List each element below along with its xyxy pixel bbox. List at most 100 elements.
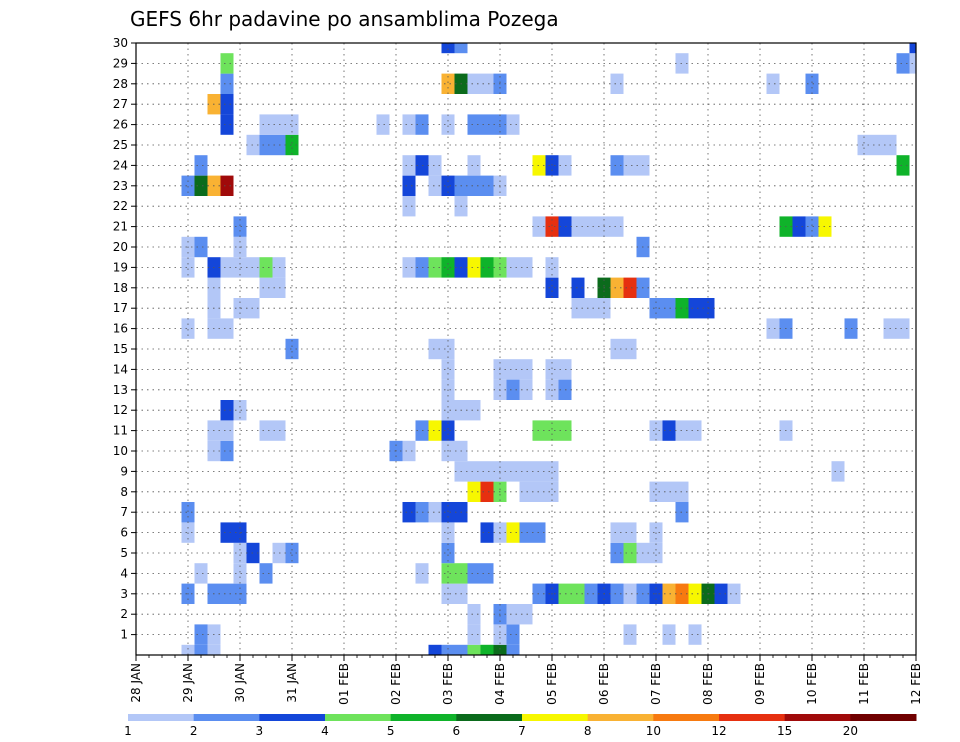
x-tick-label: 01 FEB xyxy=(337,663,351,705)
legend-label: 6 xyxy=(453,724,461,738)
legend-label: 2 xyxy=(190,724,198,738)
heatmap-cell xyxy=(623,277,637,298)
heatmap-cell xyxy=(688,298,702,319)
heatmap-cell xyxy=(467,257,481,278)
heatmap-cell xyxy=(545,359,559,380)
heatmap-cell xyxy=(519,359,533,380)
heatmap-cell xyxy=(259,114,273,135)
heatmap-cell xyxy=(506,114,520,135)
legend-color-swatch xyxy=(128,714,195,721)
heatmap-cell xyxy=(441,338,455,360)
heatmap-cell xyxy=(623,624,637,645)
x-axis: 28 JAN 29 JAN 30 JAN 31 JAN 01 FEB 02 FEB 03 F… xyxy=(129,655,923,705)
heatmap-cell xyxy=(441,175,455,196)
heatmap-cell xyxy=(467,114,481,135)
heatmap-cell xyxy=(220,175,234,196)
heatmap-cell xyxy=(181,318,195,339)
heatmap-cell xyxy=(441,644,455,655)
legend-label: 4 xyxy=(321,724,329,738)
legend-color-swatch xyxy=(325,714,392,721)
y-tick-label: 6 xyxy=(120,526,128,540)
color-legend: 1 2 3 4 5 6 7 8 10 12 15 20 xyxy=(124,714,917,738)
heatmap-cell xyxy=(766,318,780,339)
heatmap-cell xyxy=(467,73,481,94)
x-tick-label: 03 FEB xyxy=(441,663,455,705)
legend-color-swatch xyxy=(587,714,654,721)
heatmap-cell xyxy=(441,43,455,54)
y-tick-label: 5 xyxy=(120,546,128,560)
heatmap-cell xyxy=(519,522,533,543)
legend-color-swatch xyxy=(850,714,917,721)
heatmap-cell xyxy=(467,644,481,655)
heatmap-cell xyxy=(662,420,676,441)
heatmap-cell xyxy=(870,134,884,156)
heatmap-cell xyxy=(480,522,494,543)
heatmap-cell xyxy=(571,216,585,237)
heatmap-cell xyxy=(441,420,455,441)
legend-color-swatch xyxy=(784,714,851,721)
heatmap-cell xyxy=(220,94,234,115)
heatmap-cell xyxy=(467,604,481,625)
heatmap-cell xyxy=(480,114,494,135)
heatmap-cell xyxy=(545,461,559,482)
heatmap-cell xyxy=(467,155,481,176)
y-tick-label: 7 xyxy=(120,505,128,519)
heatmap-cell xyxy=(220,73,234,94)
heatmap-cell xyxy=(805,73,819,94)
heatmap-cell xyxy=(402,196,416,217)
heatmap-cell xyxy=(688,624,702,645)
y-tick-label: 15 xyxy=(113,342,128,356)
heatmap-cell xyxy=(831,461,845,482)
heatmap-cell xyxy=(207,644,221,655)
heatmap-cell xyxy=(220,522,234,543)
heatmap-cell xyxy=(181,257,195,278)
heatmap-cell xyxy=(259,563,273,584)
x-tick-label: 12 FEB xyxy=(909,663,923,705)
heatmap-cell xyxy=(506,644,520,655)
heatmap-cell xyxy=(610,216,624,237)
legend-color-swatch xyxy=(390,714,457,721)
heatmap-cell xyxy=(649,542,663,564)
heatmap-cell xyxy=(441,542,455,564)
heatmap-cell xyxy=(194,644,208,655)
heatmap-cell xyxy=(181,175,195,196)
heatmap-cell xyxy=(584,583,598,604)
heatmap-cell xyxy=(402,155,416,176)
heatmap-cell xyxy=(610,338,624,360)
heatmap-cell xyxy=(610,583,624,604)
heatmap-cell xyxy=(506,257,520,278)
heatmap-cell xyxy=(220,420,234,441)
x-tick-label: 09 FEB xyxy=(753,663,767,705)
heatmap-cell xyxy=(220,583,234,604)
heatmap-cell xyxy=(623,338,637,360)
heatmap-cell xyxy=(571,298,585,319)
heatmap-cell xyxy=(194,624,208,645)
chart-title: GEFS 6hr padavine po ansamblima Pozega xyxy=(130,7,559,31)
heatmap-cell xyxy=(623,155,637,176)
y-tick-label: 4 xyxy=(120,566,128,580)
y-tick-label: 26 xyxy=(113,118,128,132)
heatmap-cell xyxy=(584,216,598,237)
x-tick-label: 05 FEB xyxy=(545,663,559,705)
heatmap-cell xyxy=(480,461,494,482)
legend-label: 5 xyxy=(387,724,395,738)
heatmap-cell xyxy=(662,481,676,502)
heatmap-cell xyxy=(662,624,676,645)
x-tick-label: 08 FEB xyxy=(701,663,715,705)
heatmap-cell xyxy=(428,338,442,360)
heatmap-cell xyxy=(220,53,234,74)
x-tick-label: 06 FEB xyxy=(597,663,611,705)
heatmap-cell xyxy=(428,257,442,278)
heatmap-cell xyxy=(545,420,559,441)
heatmap-cell xyxy=(805,216,819,237)
heatmap-cell xyxy=(428,175,442,196)
heatmap-cell xyxy=(259,257,273,278)
x-tick-label: 07 FEB xyxy=(649,663,663,705)
heatmap-cell xyxy=(441,502,455,523)
heatmap-cell xyxy=(649,420,663,441)
heatmap-cell xyxy=(545,277,559,298)
heatmap-cell xyxy=(480,175,494,196)
heatmap-cell xyxy=(519,257,533,278)
heatmap-cell xyxy=(233,216,247,237)
